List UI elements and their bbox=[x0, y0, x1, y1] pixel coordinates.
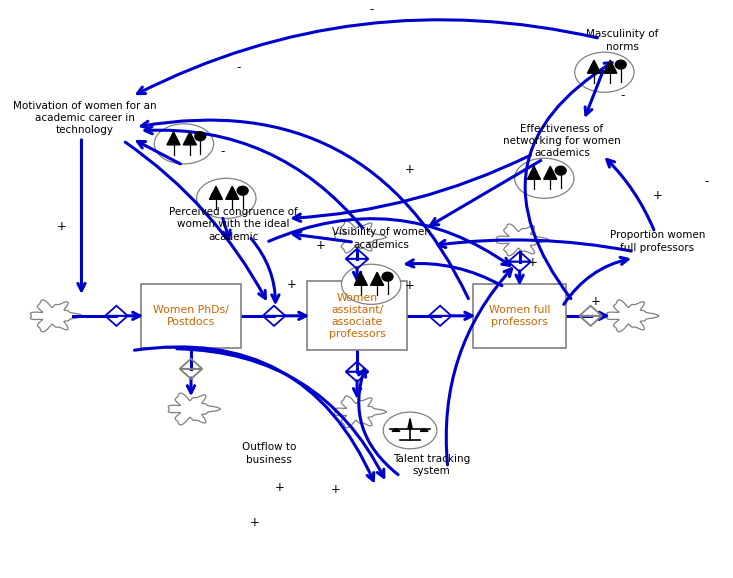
Text: Women PhDs/
Postdocs: Women PhDs/ Postdocs bbox=[153, 305, 229, 327]
Text: Women
assistant/
associate
professors: Women assistant/ associate professors bbox=[328, 293, 386, 339]
FancyBboxPatch shape bbox=[474, 284, 566, 347]
Text: Visibility of women
academics: Visibility of women academics bbox=[332, 227, 431, 250]
FancyBboxPatch shape bbox=[141, 284, 241, 347]
Text: Effectiveness of
networking for women
academics: Effectiveness of networking for women ac… bbox=[503, 124, 621, 158]
Polygon shape bbox=[168, 393, 220, 425]
Text: +: + bbox=[591, 295, 601, 308]
Polygon shape bbox=[408, 418, 412, 429]
Polygon shape bbox=[497, 224, 548, 255]
Text: Perceived congruence of
women with the ideal
academic: Perceived congruence of women with the i… bbox=[169, 207, 298, 242]
Polygon shape bbox=[528, 166, 540, 179]
Text: -: - bbox=[221, 145, 225, 158]
Polygon shape bbox=[544, 166, 557, 179]
Text: -: - bbox=[369, 3, 373, 16]
Circle shape bbox=[195, 132, 206, 140]
Text: Talent tracking
system: Talent tracking system bbox=[393, 454, 470, 476]
Ellipse shape bbox=[383, 412, 437, 449]
Ellipse shape bbox=[575, 52, 634, 92]
Text: +: + bbox=[331, 483, 341, 496]
Ellipse shape bbox=[196, 178, 256, 218]
Polygon shape bbox=[167, 132, 180, 145]
Text: -: - bbox=[620, 88, 625, 102]
Text: +: + bbox=[652, 189, 663, 202]
FancyBboxPatch shape bbox=[307, 281, 407, 350]
Text: +: + bbox=[287, 278, 297, 291]
Text: +: + bbox=[405, 279, 415, 292]
Text: +: + bbox=[527, 256, 537, 269]
Circle shape bbox=[615, 60, 626, 69]
Polygon shape bbox=[334, 396, 386, 428]
Polygon shape bbox=[30, 300, 82, 332]
Circle shape bbox=[555, 166, 566, 175]
Text: Masculinity of
norms: Masculinity of norms bbox=[586, 29, 658, 52]
Polygon shape bbox=[371, 272, 383, 286]
Text: +: + bbox=[274, 481, 284, 494]
Text: +: + bbox=[56, 220, 67, 234]
Ellipse shape bbox=[515, 158, 574, 198]
Polygon shape bbox=[183, 132, 196, 145]
Polygon shape bbox=[334, 221, 386, 253]
Text: +: + bbox=[315, 239, 325, 252]
Text: Women full
professors: Women full professors bbox=[489, 305, 550, 327]
Polygon shape bbox=[210, 186, 222, 199]
Polygon shape bbox=[392, 429, 400, 431]
Text: Outflow to
business: Outflow to business bbox=[242, 442, 296, 465]
Circle shape bbox=[382, 272, 393, 281]
Circle shape bbox=[237, 186, 248, 195]
Polygon shape bbox=[604, 60, 617, 73]
Polygon shape bbox=[354, 272, 367, 286]
Text: +: + bbox=[405, 163, 415, 176]
Polygon shape bbox=[587, 60, 600, 73]
Text: +: + bbox=[250, 516, 259, 529]
Polygon shape bbox=[607, 300, 658, 332]
Polygon shape bbox=[420, 429, 428, 431]
Text: Proportion women
full professors: Proportion women full professors bbox=[610, 230, 705, 253]
Text: Motivation of women for an
academic career in
technology: Motivation of women for an academic care… bbox=[13, 101, 157, 135]
Text: -: - bbox=[236, 61, 240, 74]
Text: -: - bbox=[704, 175, 709, 188]
Ellipse shape bbox=[342, 264, 401, 305]
Text: +: + bbox=[210, 187, 219, 200]
Ellipse shape bbox=[154, 124, 213, 164]
Polygon shape bbox=[226, 186, 239, 199]
